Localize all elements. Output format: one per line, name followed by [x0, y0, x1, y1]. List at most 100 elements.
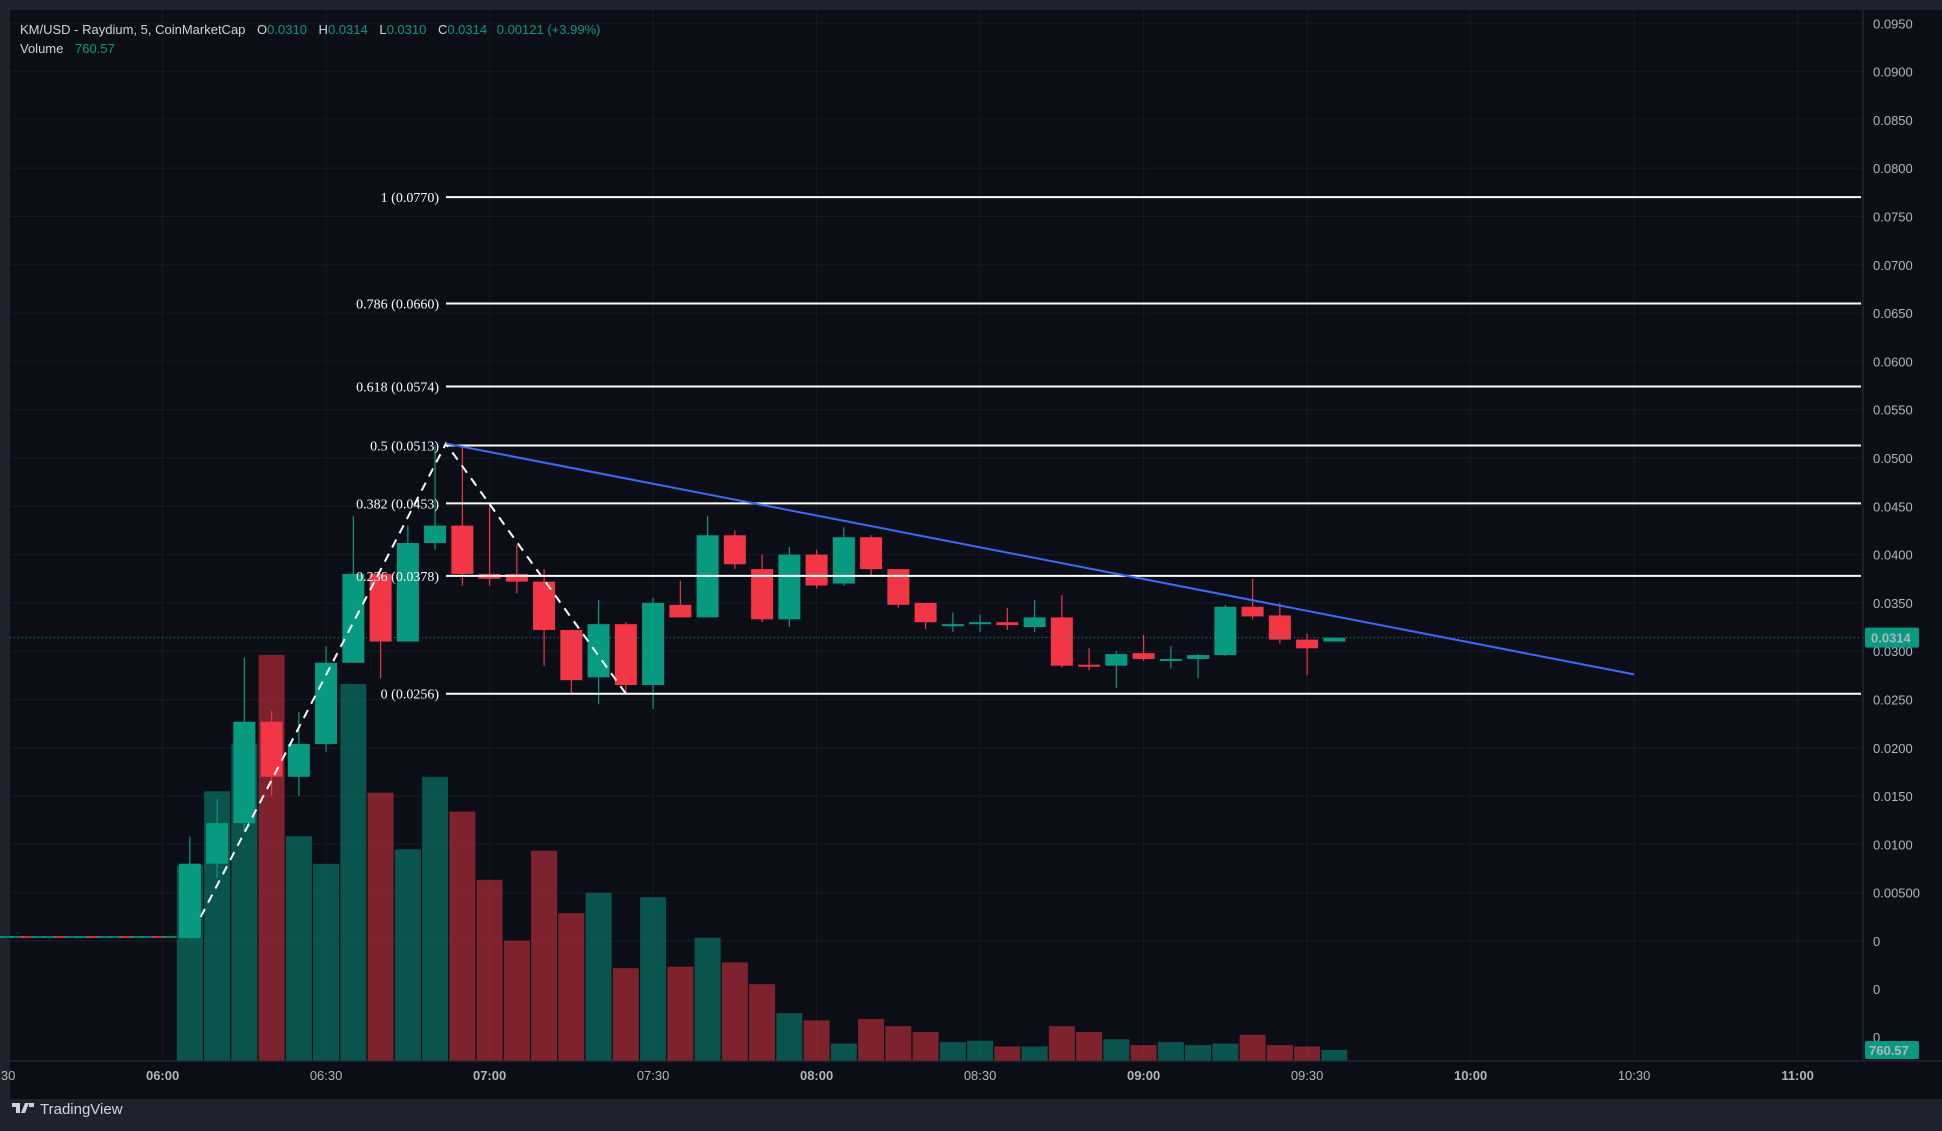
volume-bar	[1321, 1049, 1348, 1061]
candle-body	[778, 554, 801, 620]
price-tick-label: 0.0650	[1873, 306, 1913, 321]
volume-bar	[1185, 1045, 1212, 1061]
legend-ohlc-row: KM/USD - Raydium, 5, CoinMarketCap O0.03…	[20, 20, 600, 39]
last-price-label: 0.0314	[1871, 631, 1912, 646]
price-tick-label: 0.0400	[1873, 548, 1913, 563]
fib-level-label: 0.382 (0.0453)	[356, 497, 439, 512]
candle-body	[1214, 606, 1237, 656]
candle-body	[723, 535, 746, 565]
price-tick-label: 0.0150	[1873, 789, 1913, 804]
volume-label[interactable]: Volume	[20, 41, 64, 56]
candle-body	[1296, 639, 1319, 649]
candle-body	[1159, 658, 1182, 661]
volume-bar	[1212, 1043, 1239, 1061]
candle-body	[1023, 617, 1046, 628]
candle-body	[751, 569, 774, 620]
volume-bar	[476, 879, 503, 1061]
fib-level-label: 1 (0.0770)	[381, 191, 440, 206]
trendline[interactable]	[445, 442, 1635, 676]
volume-bar	[1239, 1034, 1266, 1061]
fib-retracement[interactable]: 1 (0.0770) 0.786 (0.0660) 0.618 (0.0574) 0.…	[356, 191, 1861, 703]
candle-body	[1105, 654, 1128, 666]
tradingview-brand[interactable]: TradingView	[12, 1101, 123, 1118]
close-label: C	[437, 22, 448, 37]
candle-body	[1323, 637, 1346, 642]
change-value: 0.00121 (+3.99%)	[496, 22, 601, 37]
high-label: H	[318, 22, 328, 37]
volume-tick-label: 0	[1873, 982, 1880, 997]
candle-body	[941, 624, 964, 627]
volume-bar	[830, 1043, 857, 1061]
last-volume-label: 760.57	[1869, 1043, 1909, 1058]
price-tick-label: 0.0250	[1873, 693, 1913, 708]
time-tick-label: 05:30	[0, 1068, 15, 1083]
price-tick-label: 0.0450	[1873, 499, 1913, 514]
price-axis-bg	[1863, 10, 1942, 1061]
legend: KM/USD - Raydium, 5, CoinMarketCap O0.03…	[20, 20, 600, 58]
volume-bar	[858, 1018, 885, 1061]
volume-bar	[885, 1026, 912, 1061]
symbol-title[interactable]: KM/USD - Raydium, 5, CoinMarketCap	[20, 22, 246, 37]
time-tick-label: 08:30	[964, 1068, 997, 1083]
price-tick-label: 0.0900	[1873, 65, 1913, 80]
time-tick-label: 10:30	[1618, 1068, 1651, 1083]
fib-level-label: 0.786 (0.0660)	[356, 297, 439, 312]
time-tick-label: 08:00	[800, 1068, 833, 1083]
close-value: 0.0314	[447, 22, 488, 37]
volume-bar	[640, 897, 667, 1061]
open-value: 0.0310	[267, 22, 307, 37]
price-tick-label: 0.0800	[1873, 161, 1913, 176]
volume-bar	[531, 850, 558, 1061]
time-tick-label: 09:00	[1127, 1068, 1160, 1083]
candle-body	[233, 721, 256, 824]
low-label: L	[379, 22, 387, 37]
volume-bar	[1294, 1046, 1321, 1061]
volume-bar	[367, 792, 394, 1061]
trendline-path[interactable]	[445, 442, 1635, 676]
last-volume-badge	[1865, 1041, 1919, 1059]
brand-name: TradingView	[40, 1101, 123, 1118]
open-label: O	[257, 22, 268, 37]
price-tick-label: 0.0200	[1873, 741, 1913, 756]
volume-bar	[1130, 1045, 1157, 1061]
candle-body	[969, 622, 992, 625]
volume-bar	[1048, 1026, 1075, 1061]
candle-body	[1187, 655, 1210, 659]
volume-bar	[1103, 1039, 1130, 1061]
volume-bar	[1266, 1045, 1293, 1061]
price-tick-label: 0.0500	[1873, 451, 1913, 466]
candle-body	[206, 823, 229, 864]
volume-bar	[694, 937, 721, 1061]
volume-bar	[1157, 1042, 1184, 1061]
candle-body	[178, 863, 201, 939]
time-axis[interactable]: 05:30 06:00 06:30 07:00 07:30 08:00 08:30 09:00…	[0, 1060, 1942, 1099]
volume-bar	[749, 984, 776, 1061]
low-value: 0.0310	[386, 22, 427, 37]
volume-bar	[803, 1020, 830, 1061]
candle-body	[887, 569, 910, 605]
time-tick-label: 06:00	[146, 1068, 179, 1083]
volume-bar	[612, 968, 639, 1061]
volume-bar	[939, 1042, 966, 1061]
candle-body	[560, 629, 583, 681]
time-axis-bg	[10, 1061, 1942, 1099]
candle-body	[1241, 606, 1264, 617]
volume-bar	[776, 1013, 803, 1061]
candle-body	[533, 581, 556, 630]
price-tick-label: 0.00500	[1873, 886, 1920, 901]
candle-body	[451, 525, 474, 574]
price-tick-label: 0.0100	[1873, 837, 1913, 852]
candle-body	[805, 554, 828, 586]
candles	[10, 445, 1863, 939]
volume-bar	[667, 966, 694, 1061]
volume-tick-label: 0	[1873, 1030, 1880, 1045]
price-axis[interactable]: 0.0950 0.0900 0.0850 0.0800 0.0750 0.0700 0.06…	[1862, 10, 1942, 1061]
time-tick-label: 07:00	[473, 1068, 506, 1083]
volume-bar	[449, 811, 476, 1061]
candle-body	[642, 602, 665, 686]
price-tick-label: 0.0550	[1873, 403, 1913, 418]
candle-body	[1050, 617, 1073, 666]
fib-level-label: 0.5 (0.0513)	[370, 439, 439, 454]
volume-bar	[340, 684, 367, 1061]
